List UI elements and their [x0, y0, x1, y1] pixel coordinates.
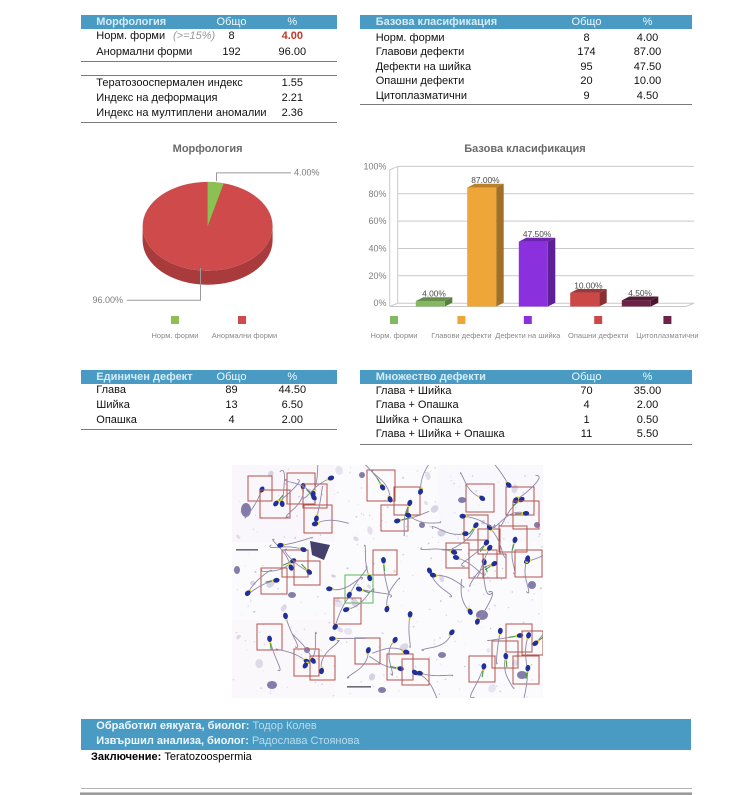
svg-text:47.50%: 47.50%	[523, 229, 552, 239]
svg-text:Норм. форми: Норм. форми	[371, 331, 418, 340]
svg-text:4.00%: 4.00%	[422, 289, 446, 299]
svg-text:60%: 60%	[368, 216, 386, 226]
svg-text:Опашни дефекти: Опашни дефекти	[568, 331, 628, 340]
svg-text:Дефекти на шийка: Дефекти на шийка	[495, 331, 561, 340]
svg-text:Базова класификация: Базова класификация	[464, 143, 585, 155]
svg-text:10.00%: 10.00%	[574, 280, 603, 290]
svg-text:Норм. форми: Норм. форми	[152, 331, 199, 340]
svg-text:100%: 100%	[363, 161, 386, 171]
svg-text:Анормални форми: Анормални форми	[212, 331, 277, 340]
svg-text:96.00%: 96.00%	[92, 295, 123, 305]
svg-text:40%: 40%	[368, 244, 386, 254]
svg-text:87.00%: 87.00%	[471, 175, 500, 185]
svg-text:80%: 80%	[368, 189, 386, 199]
svg-text:0%: 0%	[373, 298, 386, 308]
svg-text:Главови дефекти: Главови дефекти	[431, 331, 491, 340]
svg-text:4.00%: 4.00%	[294, 167, 320, 177]
svg-text:Морфология: Морфология	[173, 143, 243, 155]
svg-text:Цитоплазматични: Цитоплазматични	[636, 331, 698, 340]
svg-text:4.50%: 4.50%	[628, 288, 652, 298]
svg-text:20%: 20%	[368, 271, 386, 281]
